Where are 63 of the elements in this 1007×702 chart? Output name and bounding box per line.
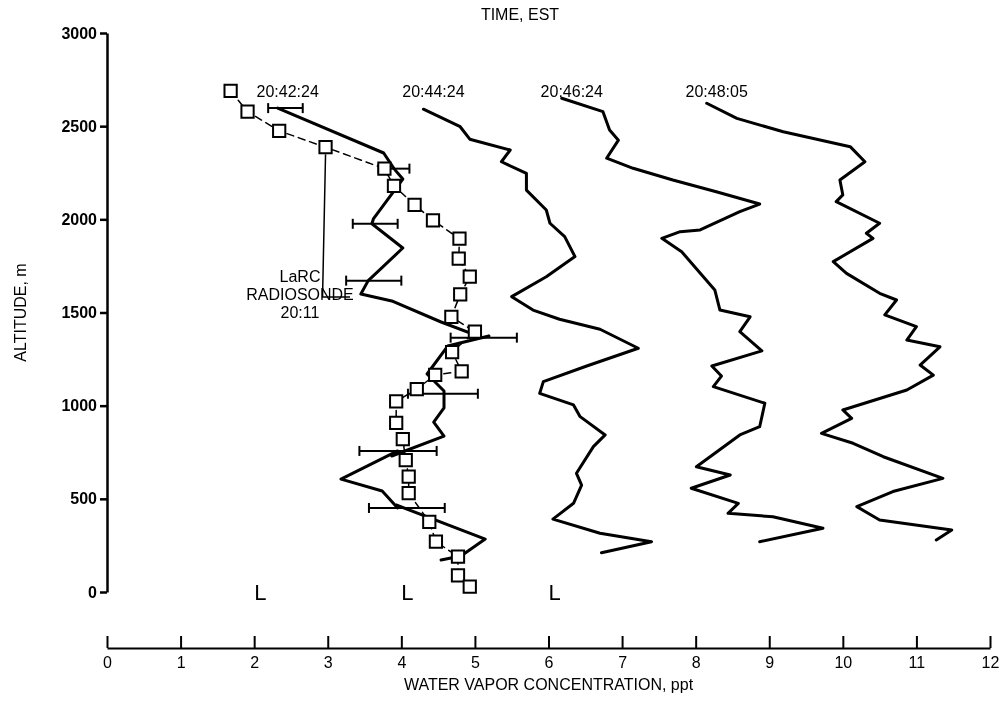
point (450, 568, 466, 583)
line-series (705, 101, 954, 542)
x-tick-label: 4 (397, 654, 407, 671)
point (240, 104, 255, 119)
point (422, 514, 437, 530)
y-tick-label: 1000 (61, 397, 98, 415)
point (401, 485, 416, 501)
line-series (421, 107, 654, 555)
point (444, 309, 459, 325)
x-tick-label: 9 (765, 654, 775, 671)
point (451, 251, 466, 266)
x-tick-label: 8 (691, 654, 701, 671)
chart-title: TIME, EST (480, 6, 560, 23)
annotation: L (548, 580, 561, 605)
y-axis-title: ALTITUDE, m (12, 263, 29, 362)
y-tick-label: 0 (88, 583, 98, 601)
annotation: L (401, 580, 414, 605)
x-tick-label: 0 (103, 654, 113, 671)
annotation: L (254, 580, 267, 605)
point (272, 123, 287, 138)
x-tick-label: 12 (981, 654, 1000, 671)
point (462, 269, 477, 284)
point (428, 367, 443, 383)
point (452, 231, 467, 246)
point (401, 469, 416, 484)
line-series (560, 96, 825, 544)
series-label: 20:44:24 (402, 83, 465, 100)
point (389, 415, 404, 430)
series-label: 20:42:24 (256, 83, 319, 100)
point (425, 213, 441, 228)
point (395, 432, 410, 447)
point (462, 579, 477, 594)
point (467, 324, 483, 339)
point (409, 381, 424, 397)
point (398, 452, 413, 468)
point (454, 364, 469, 379)
text: LaRC RADIOSONDE 20:11 (246, 268, 354, 321)
point (450, 549, 466, 564)
point (444, 344, 460, 360)
point (318, 140, 333, 155)
x-tick-label: 7 (618, 654, 628, 671)
x-axis-title: WATER VAPOR CONCENTRATION, ppt (403, 676, 694, 693)
x-tick-label: 1 (176, 654, 186, 671)
point (428, 534, 444, 549)
y-tick-label: 3000 (61, 24, 98, 42)
point (386, 178, 402, 194)
point (453, 287, 468, 302)
point (389, 394, 404, 409)
y-tick-label: 500 (70, 490, 98, 508)
series-label: 20:46:24 (540, 83, 603, 100)
point (223, 83, 238, 99)
x-tick-label: 2 (250, 654, 260, 671)
point (407, 197, 422, 212)
x-tick-label: 3 (323, 654, 333, 671)
y-tick-label: 2000 (61, 210, 98, 228)
point (377, 161, 392, 176)
y-tick-label: 1500 (61, 304, 98, 322)
y-tick-label: 2500 (61, 117, 98, 135)
x-tick-label: 11 (908, 654, 926, 671)
x-tick-label: 5 (470, 654, 480, 671)
series-label: 20:48:05 (685, 83, 748, 100)
x-tick-label: 10 (834, 654, 853, 671)
x-tick-label: 6 (544, 654, 554, 671)
